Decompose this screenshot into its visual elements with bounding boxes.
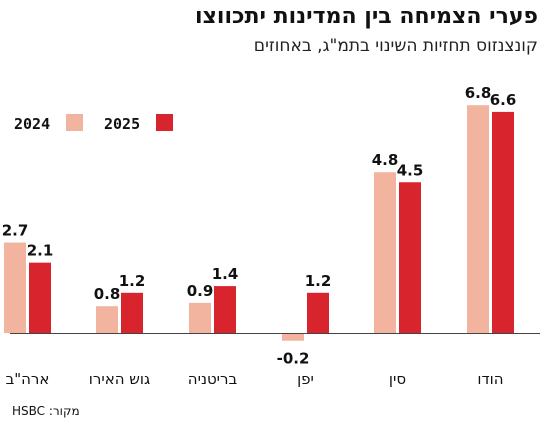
value-label-2025-3: 1.4 <box>212 265 239 283</box>
value-label-2024-6: 6.8 <box>465 84 492 102</box>
category-label-4: יפן <box>297 370 314 388</box>
value-label-2024-4: -0.2 <box>277 350 310 368</box>
value-label-2024-2: 0.8 <box>94 285 121 303</box>
bar-2024-1 <box>4 242 26 333</box>
bar-2024-5 <box>374 172 396 333</box>
bar-2025-4 <box>307 292 329 333</box>
legend-swatch-2025 <box>156 114 173 131</box>
bar-2024-6 <box>467 105 489 333</box>
legend-label-2024: 2024 <box>14 115 50 133</box>
bar-2024-3 <box>189 302 211 333</box>
value-label-2024-1: 2.7 <box>2 222 29 240</box>
bar-2025-2 <box>121 292 143 333</box>
value-label-2025-4: 1.2 <box>305 272 332 290</box>
chart-subtitle: קונצנזוס תחזיות השינוי בתמ"ג, באחוזים <box>253 36 538 56</box>
bar-2025-1 <box>29 262 51 333</box>
value-label-2024-5: 4.8 <box>372 151 399 169</box>
bar-2024-4 <box>282 334 304 341</box>
source-note: מקור: HSBC <box>12 404 80 418</box>
value-label-2025-1: 2.1 <box>27 242 54 260</box>
bar-2025-3 <box>214 286 236 333</box>
value-label-2025-2: 1.2 <box>119 272 146 290</box>
category-label-5: סין <box>389 370 406 388</box>
legend-label-2025: 2025 <box>104 115 140 133</box>
value-label-2025-6: 6.6 <box>490 91 517 109</box>
bar-2024-2 <box>96 306 118 333</box>
category-label-3: בריטניה <box>188 370 238 388</box>
bar-2025-5 <box>399 182 421 333</box>
bar-2025-6 <box>492 111 514 334</box>
legend-swatch-2024 <box>66 114 83 131</box>
chart-title: פערי הצמיחה בין המדינות יתכווצו <box>194 4 538 29</box>
category-label-2: גוש האירו <box>89 370 150 388</box>
value-label-2024-3: 0.9 <box>187 282 214 300</box>
value-label-2025-5: 4.5 <box>397 161 424 179</box>
category-label-1: ארה"ב <box>6 370 50 388</box>
category-label-6: הודו <box>477 370 503 388</box>
